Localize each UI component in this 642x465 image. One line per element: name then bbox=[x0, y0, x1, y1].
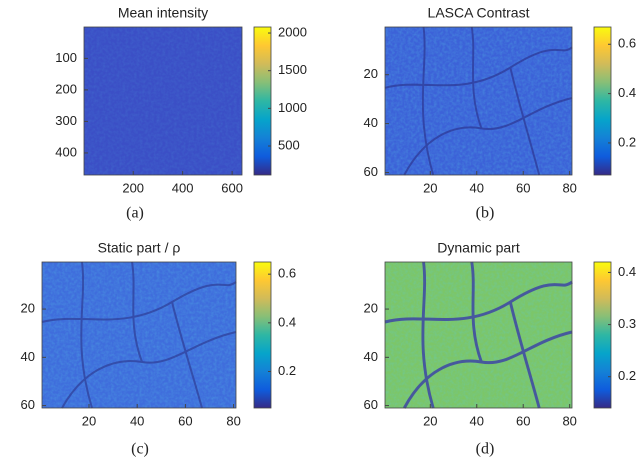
heatmap-texture bbox=[385, 27, 572, 175]
y-tick-label: 400 bbox=[55, 144, 77, 159]
vessel bbox=[509, 67, 541, 176]
x-tick-label: 40 bbox=[130, 413, 144, 428]
vessel bbox=[171, 301, 203, 409]
vessel bbox=[508, 301, 541, 409]
vessel bbox=[80, 261, 93, 409]
panel-title: Mean intensity bbox=[118, 5, 208, 21]
x-tick-label: 80 bbox=[562, 180, 576, 195]
colorbar-tick-label: 0.4 bbox=[278, 314, 296, 329]
x-tick-label: 20 bbox=[423, 180, 437, 195]
vessels bbox=[384, 26, 573, 176]
x-tick-label: 20 bbox=[423, 413, 437, 428]
y-tick-label: 60 bbox=[364, 397, 378, 412]
heatmap-texture bbox=[84, 27, 242, 175]
colorbar-tick-label: 0.4 bbox=[618, 264, 636, 279]
colorbar-tick-label: 1000 bbox=[278, 100, 307, 115]
x-tick-label: 400 bbox=[172, 180, 194, 195]
colorbar bbox=[593, 261, 612, 409]
x-tick-label: 200 bbox=[122, 180, 144, 195]
y-tick-label: 40 bbox=[364, 349, 378, 364]
colorbar-tick-label: 2000 bbox=[278, 24, 307, 39]
y-tick-label: 200 bbox=[55, 81, 77, 96]
heatmap-texture bbox=[42, 262, 236, 408]
colorbar-tick-label: 0.6 bbox=[618, 36, 636, 51]
x-tick-label: 60 bbox=[516, 413, 530, 428]
y-tick-label: 300 bbox=[55, 113, 77, 128]
panel-title: Dynamic part bbox=[437, 240, 520, 256]
colorbar-tick-label: 500 bbox=[278, 137, 300, 152]
panel-title: LASCA Contrast bbox=[428, 5, 530, 21]
vessel bbox=[421, 26, 435, 176]
colorbar-tick-label: 0.6 bbox=[278, 266, 296, 281]
x-tick-label: 80 bbox=[562, 413, 576, 428]
vessel bbox=[131, 261, 143, 363]
colorbar-tick-label: 0.2 bbox=[278, 363, 296, 378]
vessel bbox=[470, 261, 483, 363]
y-tick-label: 20 bbox=[364, 300, 378, 315]
colorbar-tick-label: 0.2 bbox=[618, 134, 636, 149]
vessels bbox=[384, 261, 573, 409]
y-tick-label: 20 bbox=[364, 66, 378, 81]
y-tick-label: 40 bbox=[364, 115, 378, 130]
colorbar bbox=[253, 261, 272, 409]
vessel bbox=[403, 96, 573, 176]
vessel bbox=[421, 261, 435, 409]
axes-frame bbox=[384, 261, 573, 409]
axes-frame bbox=[83, 26, 243, 176]
y-tick-label: 60 bbox=[21, 397, 35, 412]
panel-caption: (c) bbox=[131, 441, 149, 458]
colorbar bbox=[253, 26, 272, 176]
colorbar-tick-label: 0.3 bbox=[618, 316, 636, 331]
panel-title: Static part / ρ bbox=[98, 240, 181, 256]
y-tick-label: 100 bbox=[55, 50, 77, 65]
vessel bbox=[470, 26, 483, 129]
axes-frame bbox=[41, 261, 237, 409]
colorbar bbox=[593, 26, 612, 176]
x-tick-label: 40 bbox=[470, 413, 484, 428]
vessel bbox=[41, 281, 237, 323]
colorbar-tick-label: 0.2 bbox=[618, 368, 636, 383]
y-tick-label: 20 bbox=[21, 300, 35, 315]
vessels bbox=[41, 261, 237, 409]
heatmap-texture bbox=[385, 262, 572, 408]
x-tick-label: 60 bbox=[516, 180, 530, 195]
colorbar-tick-label: 1500 bbox=[278, 62, 307, 77]
x-tick-label: 60 bbox=[178, 413, 192, 428]
x-tick-label: 20 bbox=[82, 413, 96, 428]
panel-caption: (a) bbox=[126, 205, 144, 222]
colorbar-tick-label: 0.4 bbox=[618, 85, 636, 100]
panel-caption: (b) bbox=[476, 205, 495, 222]
axes-frame bbox=[384, 26, 573, 176]
y-tick-label: 40 bbox=[21, 349, 35, 364]
panel-caption: (d) bbox=[476, 441, 495, 458]
x-tick-label: 600 bbox=[221, 180, 243, 195]
x-tick-label: 80 bbox=[226, 413, 240, 428]
x-tick-label: 40 bbox=[470, 180, 484, 195]
y-tick-label: 60 bbox=[364, 164, 378, 179]
vessel bbox=[403, 330, 573, 409]
